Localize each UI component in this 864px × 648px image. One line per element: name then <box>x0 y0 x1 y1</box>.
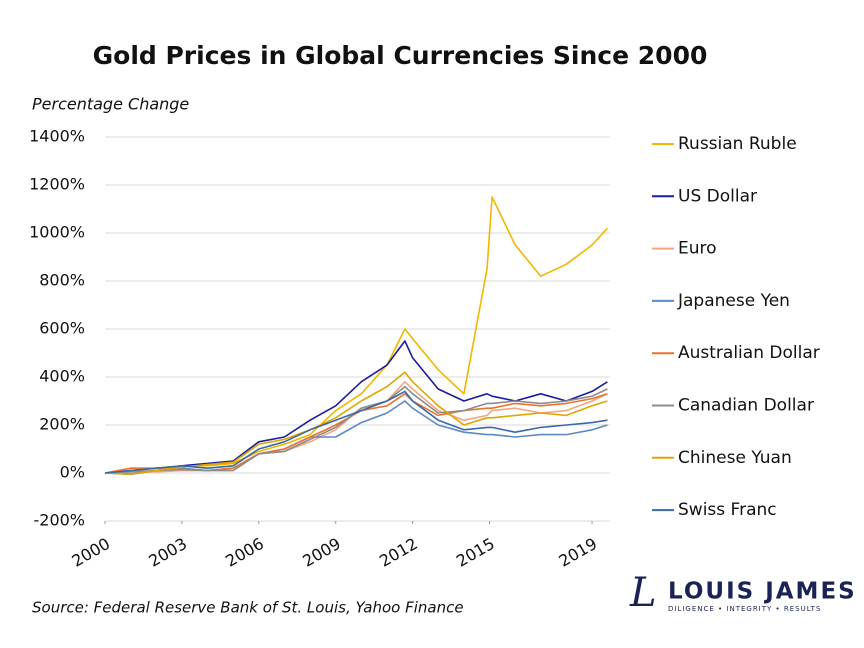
y-tick-label: 0% <box>60 463 85 482</box>
chart-title: Gold Prices in Global Currencies Since 2… <box>93 41 708 70</box>
legend-label: Chinese Yuan <box>678 448 792 468</box>
legend-label: Russian Ruble <box>678 134 797 154</box>
y-tick-label: 200% <box>39 415 85 434</box>
x-tick-label: 2009 <box>299 534 344 571</box>
x-tick-label: 2019 <box>556 534 601 571</box>
legend-label: Euro <box>678 239 717 259</box>
y-tick-label: 800% <box>39 271 85 290</box>
y-axis-label: Percentage Change <box>32 95 189 114</box>
y-tick-label: 1000% <box>29 223 85 242</box>
y-tick-label: 600% <box>39 319 85 338</box>
source-note: Source: Federal Reserve Bank of St. Loui… <box>32 599 464 617</box>
y-tick-label: -200% <box>33 511 85 530</box>
brand-name: LOUIS JAMES <box>668 579 857 605</box>
x-tick-label: 2000 <box>68 534 113 571</box>
legend-label: Canadian Dollar <box>678 396 814 416</box>
x-tick-label: 2015 <box>453 534 498 571</box>
legend-label: Australian Dollar <box>678 343 820 363</box>
y-tick-label: 400% <box>39 367 85 386</box>
series-line <box>104 340 608 475</box>
x-tick-label: 2006 <box>222 534 267 571</box>
y-tick-label: 1400% <box>29 127 85 146</box>
legend-label: US Dollar <box>678 186 757 206</box>
x-tick-label: 2012 <box>376 534 421 571</box>
series-line <box>104 196 608 474</box>
series-line <box>104 390 608 474</box>
x-tick-label: 2003 <box>145 534 190 571</box>
y-tick-label: 1200% <box>29 175 85 194</box>
brand-tagline: DILIGENCE • INTEGRITY • RESULTS <box>668 605 821 613</box>
series-line <box>104 371 608 475</box>
legend-label: Swiss Franc <box>678 500 777 520</box>
legend-label: Japanese Yen <box>677 291 790 311</box>
series-line <box>104 393 608 474</box>
brand-mark: L <box>629 570 657 616</box>
